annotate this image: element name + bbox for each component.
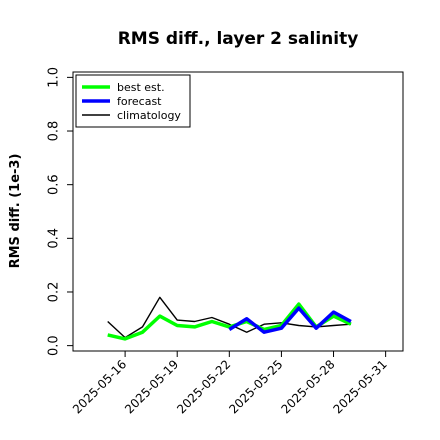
y-tick-label: 0.8: [47, 121, 62, 142]
y-tick-label: 1.0: [47, 67, 62, 88]
y-axis-label: RMS diff. (1e-3): [8, 154, 23, 269]
y-tick-label: 0.2: [47, 282, 62, 303]
y-tick-label: 0.0: [47, 335, 62, 356]
plot-frame: [72, 71, 404, 352]
legend-label: climatology: [117, 109, 181, 122]
x-tick-label: 2025-05-25: [226, 357, 285, 416]
x-tick-label: 2025-05-16: [70, 357, 129, 416]
y-axis: 0.0 0.2 0.4 0.6 0.8 1.0: [47, 67, 73, 356]
y-tick-label: 0.6: [47, 174, 62, 195]
x-tick-label: 2025-05-22: [174, 357, 233, 416]
y-tick-label: 0.4: [47, 228, 62, 249]
x-tick-label: 2025-05-28: [278, 357, 337, 416]
series-line-forecast: [228, 306, 352, 334]
legend-label: forecast: [117, 95, 162, 108]
x-tick-label: 2025-05-31: [331, 357, 390, 416]
chart-title: RMS diff., layer 2 salinity: [118, 29, 359, 49]
series-group: [107, 296, 352, 341]
x-axis: 2025-05-162025-05-192025-05-222025-05-25…: [70, 351, 390, 416]
series-line-climatology: [107, 296, 351, 339]
x-tick-label: 2025-05-19: [122, 357, 181, 416]
series-line-best-est: [107, 302, 352, 341]
legend-label: best est.: [117, 81, 165, 94]
